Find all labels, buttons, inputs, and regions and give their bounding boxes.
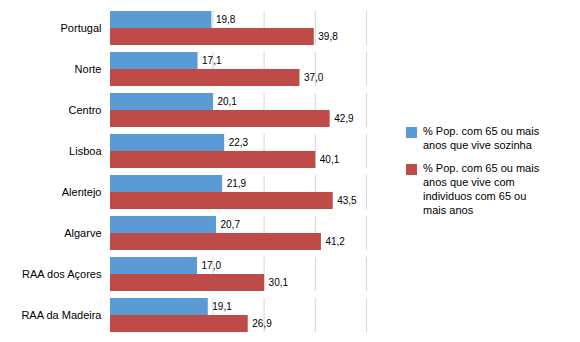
svg-text:RAA da Madeira: RAA da Madeira	[21, 309, 102, 321]
svg-text:20,1: 20,1	[217, 96, 237, 107]
svg-text:39,8: 39,8	[318, 31, 338, 42]
svg-text:19,8: 19,8	[216, 14, 236, 25]
svg-text:Norte: Norte	[75, 63, 102, 75]
svg-text:26,9: 26,9	[252, 318, 272, 329]
html-text:% Pop. com 65 ou mais anos que: % Pop. com 65 ou mais anos que vive com …	[423, 162, 540, 216]
svg-text:37,0: 37,0	[304, 72, 324, 83]
svg-text:17,0: 17,0	[202, 260, 222, 271]
svg-text:20,7: 20,7	[220, 219, 240, 230]
svg-text:30,1: 30,1	[269, 277, 289, 288]
svg-text:22,3: 22,3	[229, 137, 249, 148]
svg-text:19,1: 19,1	[212, 301, 232, 312]
svg-text:Centro: Centro	[68, 104, 101, 116]
svg-text:43,5: 43,5	[337, 195, 357, 206]
svg-text:21,9: 21,9	[227, 178, 247, 189]
svg-text:41,2: 41,2	[325, 236, 345, 247]
svg-text:Lisboa: Lisboa	[69, 145, 102, 157]
svg-text:17,1: 17,1	[202, 55, 222, 66]
html-text:% Pop. com 65 ou mais anos que: % Pop. com 65 ou mais anos que vive sozi…	[423, 124, 540, 151]
svg-text:RAA dos Açores: RAA dos Açores	[22, 268, 102, 280]
svg-text:42,9: 42,9	[334, 113, 354, 124]
svg-text:Algarve: Algarve	[64, 227, 101, 239]
svg-text:Alentejo: Alentejo	[62, 186, 102, 198]
svg-text:Portugal: Portugal	[61, 22, 102, 34]
svg-text:40,1: 40,1	[320, 154, 340, 165]
